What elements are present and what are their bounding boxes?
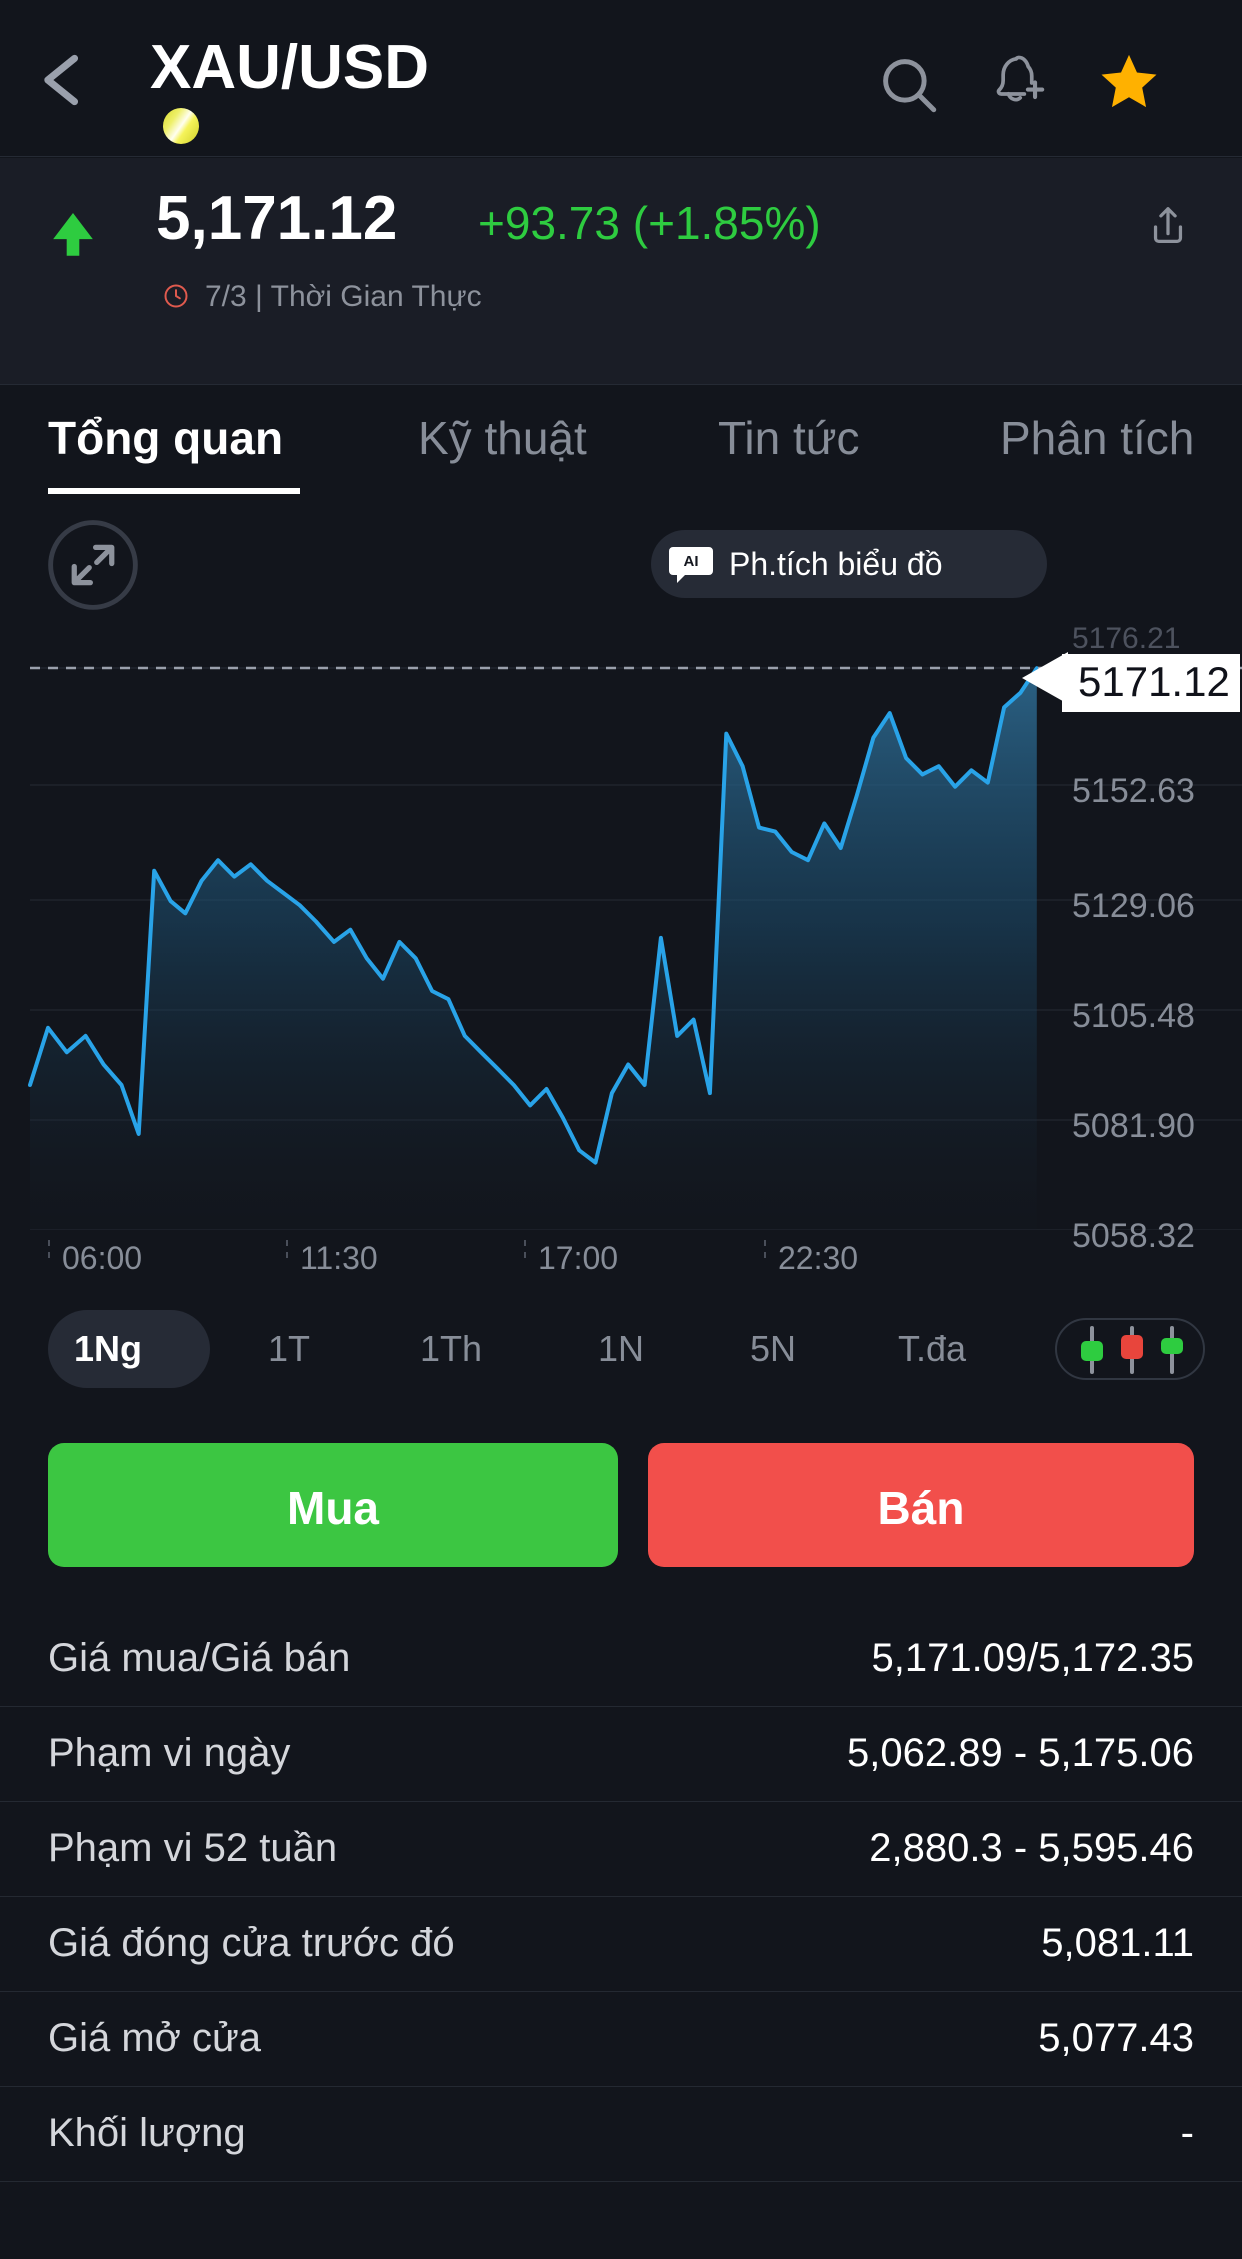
svg-text:AI: AI [684, 553, 699, 570]
